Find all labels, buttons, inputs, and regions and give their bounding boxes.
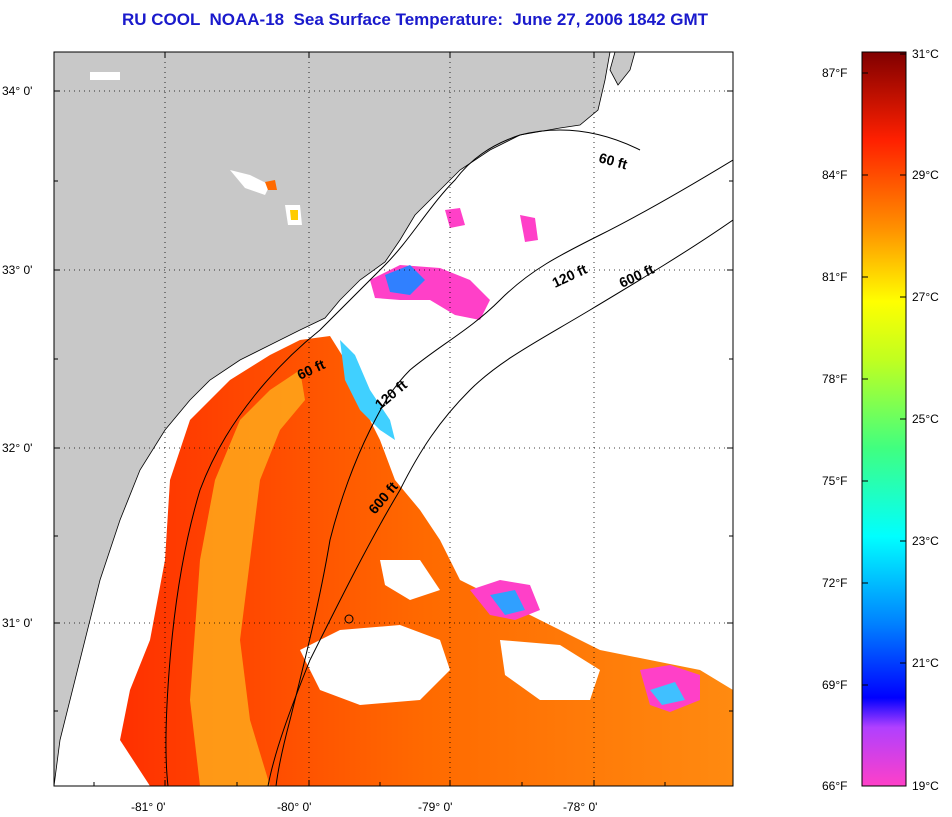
cold-patch-9: [650, 682, 685, 705]
colorbar-ticks: [862, 53, 906, 686]
cb-f-72: 72°F: [822, 576, 848, 590]
land-northeast: [609, 52, 636, 86]
cb-f-78: 78°F: [822, 372, 848, 386]
cb-c-29: 29°C: [912, 168, 939, 182]
lon-label-81: -81° 0': [131, 800, 166, 814]
lat-label-33: 33° 0': [2, 263, 33, 277]
lat-label-32: 32° 0': [2, 441, 33, 455]
cb-f-84: 84°F: [822, 168, 848, 182]
lon-label-80: -80° 0': [277, 800, 312, 814]
cb-f-81: 81°F: [822, 270, 848, 284]
cb-c-31: 31°C: [912, 47, 939, 61]
contour-60ft: [165, 129, 641, 786]
contour-label-60ft-north: 60 ft: [597, 149, 629, 172]
cb-c-23: 23°C: [912, 534, 939, 548]
map-frame: [53, 51, 734, 787]
lon-label-79: -79° 0': [418, 800, 453, 814]
colorbar: [861, 51, 907, 787]
cb-f-75: 75°F: [822, 474, 848, 488]
cloud-gap-3: [380, 560, 440, 600]
cloud-gap-2: [500, 640, 600, 700]
lon-label-78: -78° 0': [563, 800, 598, 814]
land-mass: [54, 52, 611, 786]
cb-f-87: 87°F: [822, 66, 848, 80]
contour-120ft: [275, 159, 733, 786]
axis-ticks: [54, 52, 733, 786]
cb-c-27: 27°C: [912, 290, 939, 304]
sst-nearshore-band: [190, 370, 305, 786]
cloud-gap-1: [300, 625, 450, 705]
cold-patch-1: [340, 340, 395, 440]
contour-600ft: [267, 219, 733, 786]
cb-f-69: 69°F: [822, 678, 848, 692]
cb-c-25: 25°C: [912, 412, 939, 426]
lat-label-31: 31° 0': [2, 616, 33, 630]
map-title: RU COOL NOAA-18 Sea Surface Temperature:…: [121, 10, 709, 29]
graticule: [54, 52, 733, 786]
cold-patch-5: [490, 590, 525, 615]
cb-c-19: 19°C: [912, 779, 939, 793]
cold-patch-7: [520, 215, 538, 242]
lat-label-34: 34° 0': [2, 84, 33, 98]
cb-c-21: 21°C: [912, 656, 939, 670]
cb-f-66: 66°F: [822, 779, 848, 793]
cold-patch-3: [385, 265, 425, 295]
